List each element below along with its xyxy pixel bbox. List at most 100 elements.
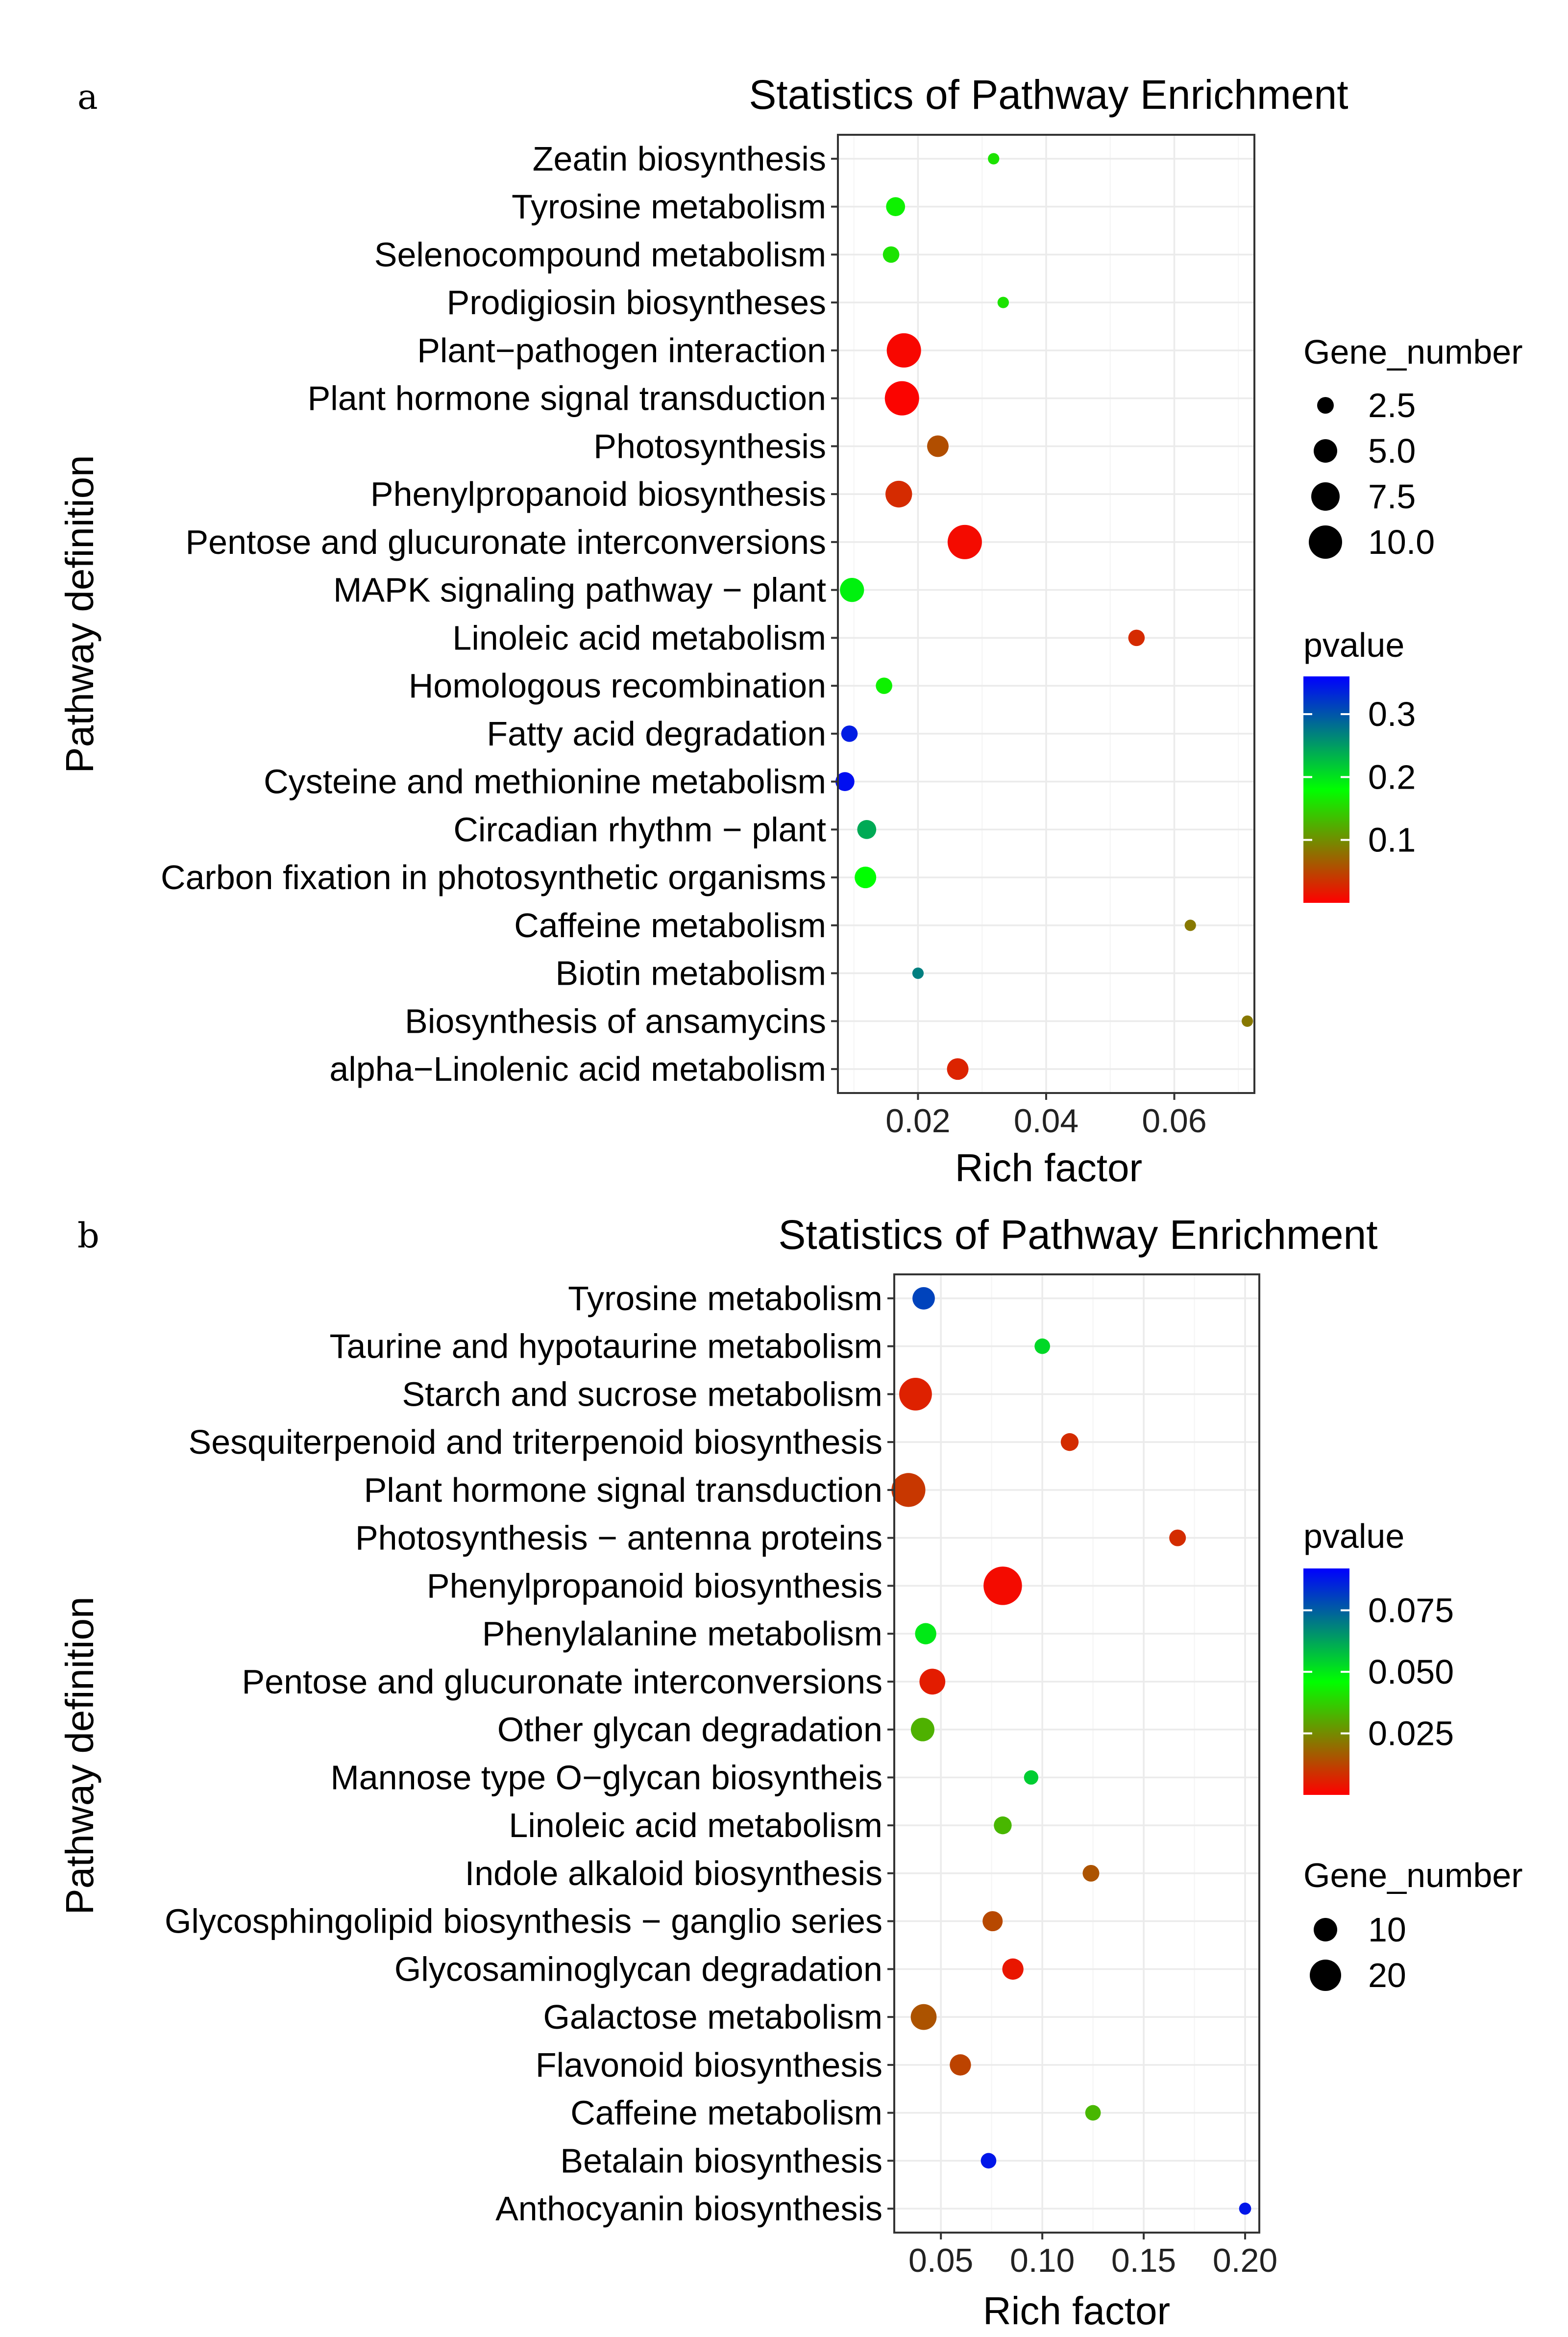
y-tick-label-a-15: Carbon fixation in photosynthetic organi… bbox=[161, 858, 826, 896]
panel-a-size-legend-title: Gene_number bbox=[1303, 333, 1523, 371]
colorbar-tick-label-a-0: 0.3 bbox=[1368, 695, 1416, 733]
point-b-17 bbox=[1085, 2105, 1101, 2121]
panel-b-y-axis: Tyrosine metabolism Taurine and hypotauri… bbox=[165, 1279, 894, 2228]
y-tick-label-b-5: Photosynthesis − antenna proteins bbox=[355, 1519, 882, 1557]
y-tick-label-b-3: Sesquiterpenoid and triterpenoid biosynt… bbox=[189, 1423, 882, 1461]
panel-b-plot-background bbox=[894, 1274, 1259, 2233]
y-tick-label-b-4: Plant hormone signal transduction bbox=[364, 1471, 882, 1509]
panel-a: a Statistics of Pathway Enrichment Zeati… bbox=[58, 72, 1523, 1190]
panel-a-gridlines bbox=[838, 135, 1254, 1093]
x-tick-label-b-3: 0.20 bbox=[1213, 2242, 1277, 2279]
point-b-7 bbox=[915, 1623, 936, 1644]
y-tick-label-b-19: Anthocyanin biosynthesis bbox=[495, 2189, 882, 2228]
point-b-1 bbox=[1034, 1338, 1050, 1354]
point-b-4 bbox=[891, 1473, 926, 1507]
point-b-11 bbox=[994, 1816, 1012, 1835]
panel-b-x-axis: 0.05 0.10 0.15 0.20 bbox=[908, 2233, 1277, 2279]
y-tick-label-a-18: Biosynthesis of ansamycins bbox=[405, 1002, 826, 1040]
size-legend-key-a-1 bbox=[1314, 439, 1337, 463]
y-tick-label-b-10: Mannose type O−glycan biosyntheis bbox=[331, 1758, 883, 1796]
point-b-3 bbox=[1060, 1433, 1079, 1451]
point-b-0 bbox=[912, 1287, 935, 1310]
panel-a-y-axis-title: Pathway definition bbox=[58, 455, 101, 773]
size-legend-label-a-1: 5.0 bbox=[1368, 432, 1416, 470]
point-a-8 bbox=[947, 524, 982, 559]
point-b-16 bbox=[950, 2054, 971, 2076]
point-b-5 bbox=[1169, 1529, 1186, 1546]
point-a-13 bbox=[835, 772, 855, 792]
y-tick-label-a-17: Biotin metabolism bbox=[556, 954, 826, 993]
y-tick-label-b-18: Betalain biosynthesis bbox=[560, 2141, 882, 2180]
y-tick-label-b-1: Taurine and hypotaurine metabolism bbox=[330, 1327, 882, 1366]
y-tick-label-b-8: Pentose and glucuronate interconversions bbox=[242, 1663, 882, 1701]
panel-a-colorbar-ticks: 0.3 0.2 0.1 bbox=[1303, 695, 1416, 859]
x-tick-label-a-2: 0.06 bbox=[1142, 1102, 1206, 1140]
panel-b-size-legend-title: Gene_number bbox=[1303, 1856, 1523, 1894]
size-legend-key-a-3 bbox=[1309, 525, 1342, 559]
panel-b-size-legend: Gene_number 10 20 bbox=[1303, 1856, 1523, 1994]
y-tick-label-a-11: Homologous recombination bbox=[409, 667, 826, 705]
point-a-5 bbox=[884, 381, 919, 416]
point-b-15 bbox=[910, 2004, 937, 2030]
x-tick-label-a-0: 0.02 bbox=[885, 1102, 950, 1140]
y-tick-label-b-16: Flavonoid biosynthesis bbox=[536, 2046, 882, 2084]
point-a-4 bbox=[886, 333, 921, 368]
y-tick-label-a-3: Prodigiosin biosyntheses bbox=[447, 283, 826, 322]
point-a-15 bbox=[855, 867, 877, 889]
y-tick-label-a-2: Selenocompound metabolism bbox=[374, 235, 826, 273]
y-tick-label-b-12: Indole alkaloid biosynthesis bbox=[465, 1854, 882, 1892]
point-a-6 bbox=[927, 435, 949, 457]
point-a-18 bbox=[1242, 1015, 1253, 1027]
panel-a-title: Statistics of Pathway Enrichment bbox=[749, 72, 1348, 118]
point-a-16 bbox=[1184, 920, 1196, 931]
point-b-6 bbox=[983, 1566, 1022, 1605]
size-legend-key-a-2 bbox=[1311, 482, 1340, 511]
point-a-10 bbox=[1128, 629, 1145, 646]
point-b-18 bbox=[980, 2153, 997, 2169]
y-tick-label-b-7: Phenylalanine metabolism bbox=[482, 1615, 882, 1653]
y-tick-label-a-12: Fatty acid degradation bbox=[487, 715, 826, 753]
y-tick-label-b-0: Tyrosine metabolism bbox=[568, 1279, 882, 1318]
panel-a-x-axis: 0.02 0.04 0.06 bbox=[885, 1093, 1207, 1140]
size-legend-key-b-1 bbox=[1310, 1960, 1341, 1991]
point-a-3 bbox=[997, 297, 1009, 308]
panel-b-x-axis-title: Rich factor bbox=[983, 2289, 1170, 2333]
point-b-14 bbox=[1002, 1958, 1024, 1980]
y-tick-label-b-17: Caffeine metabolism bbox=[570, 2094, 882, 2132]
point-a-1 bbox=[886, 197, 906, 217]
colorbar-tick-label-a-1: 0.2 bbox=[1368, 758, 1416, 796]
x-tick-label-b-2: 0.15 bbox=[1111, 2242, 1176, 2279]
size-legend-label-a-3: 10.0 bbox=[1368, 523, 1435, 561]
x-tick-label-b-1: 0.10 bbox=[1010, 2242, 1075, 2279]
point-a-9 bbox=[840, 578, 864, 602]
y-tick-label-a-9: MAPK signaling pathway − plant bbox=[333, 571, 826, 609]
panel-a-color-legend-title: pvalue bbox=[1303, 626, 1404, 664]
y-tick-label-b-9: Other glycan degradation bbox=[497, 1711, 882, 1749]
point-a-7 bbox=[885, 480, 912, 508]
y-tick-label-b-6: Phenylpropanoid biosynthesis bbox=[427, 1566, 882, 1605]
size-legend-key-b-0 bbox=[1314, 1918, 1337, 1941]
panel-b-color-legend: pvalue 0.075 0.050 0.025 bbox=[1303, 1517, 1454, 1795]
y-tick-label-b-15: Galactose metabolism bbox=[543, 1998, 882, 2036]
y-tick-label-b-14: Glycosaminoglycan degradation bbox=[394, 1950, 882, 1988]
panel-a-y-axis: Zeatin biosynthesis Tyrosine metabolism Se… bbox=[161, 140, 838, 1088]
panel-a-points bbox=[835, 153, 1253, 1080]
colorbar-tick-label-b-1: 0.050 bbox=[1368, 1653, 1454, 1691]
point-b-12 bbox=[1082, 1865, 1100, 1882]
y-tick-label-b-13: Glycosphingolipid biosynthesis − ganglio… bbox=[165, 1902, 882, 1940]
y-tick-label-a-1: Tyrosine metabolism bbox=[512, 188, 826, 226]
y-tick-label-a-16: Caffeine metabolism bbox=[514, 906, 826, 945]
size-legend-label-a-0: 2.5 bbox=[1368, 386, 1416, 424]
panel-a-x-axis-title: Rich factor bbox=[955, 1146, 1142, 1190]
point-a-12 bbox=[841, 725, 858, 742]
y-tick-label-a-6: Photosynthesis bbox=[593, 427, 826, 465]
panel-b-plot-frame bbox=[893, 1273, 1260, 2234]
y-tick-label-a-14: Circadian rhythm − plant bbox=[453, 810, 826, 848]
point-a-0 bbox=[988, 153, 1000, 165]
panel-b-colorbar bbox=[1303, 1568, 1349, 1795]
panel-a-color-legend: pvalue 0.3 0.2 0.1 bbox=[1303, 626, 1416, 903]
point-b-9 bbox=[910, 1717, 934, 1741]
panel-b-label: b bbox=[77, 1216, 99, 1256]
panel-b-color-legend-title: pvalue bbox=[1303, 1517, 1404, 1555]
colorbar-tick-label-a-2: 0.1 bbox=[1368, 821, 1416, 859]
